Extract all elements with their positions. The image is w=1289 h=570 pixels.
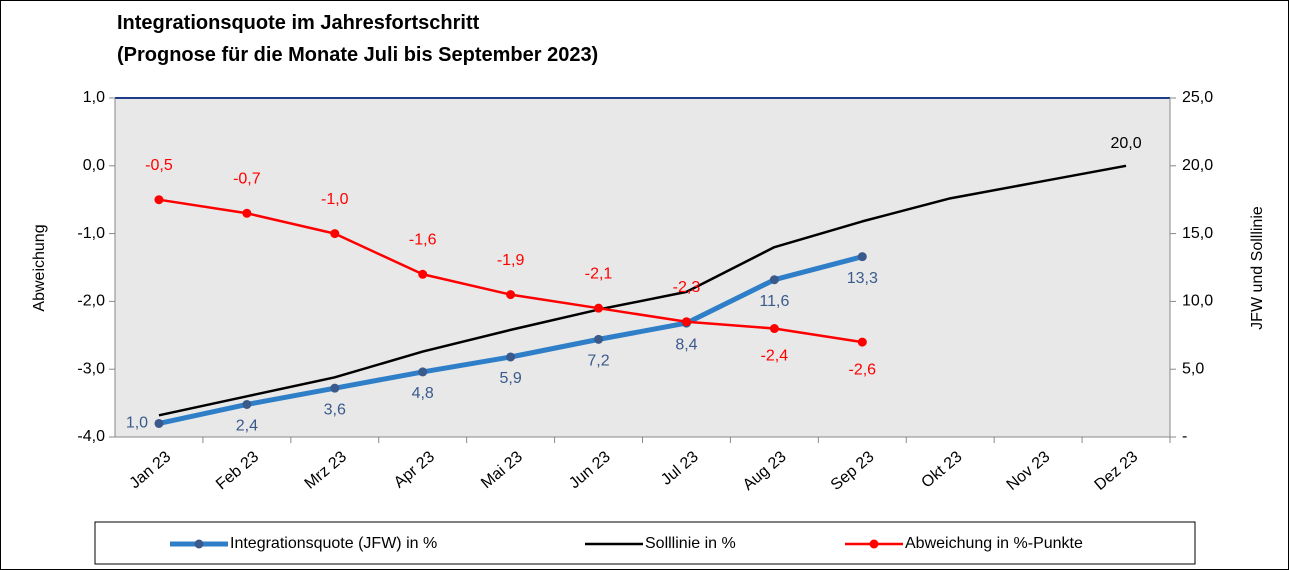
data-label: 2,4 [236,418,258,435]
legend-marker [194,539,204,549]
y2-tick-label: 5,0 [1182,360,1204,377]
data-label: 3,6 [324,401,346,418]
series-line [158,164,1127,417]
series-marker [506,352,516,362]
series-marker [242,399,252,409]
y-tick-label: 0,0 [83,157,105,174]
series-marker [769,275,779,285]
chart-title: Integrationsquote im Jahresfortschritt [117,12,480,34]
data-label: 11,6 [759,293,789,310]
data-label: 13,3 [847,270,878,287]
y-tick-label: -2,0 [77,293,105,310]
series-marker [506,290,516,300]
legend-marker [869,539,879,549]
data-label: -1,0 [321,191,349,208]
series-marker [242,208,252,218]
series-marker [857,252,867,262]
y2-tick-label: 25,0 [1182,89,1213,106]
data-label: -0,5 [145,157,173,174]
y2-tick-label: 15,0 [1182,225,1213,242]
data-label: 7,2 [587,353,609,370]
y2-tick-label: 10,0 [1182,293,1213,310]
legend-label: Integrationsquote (JFW) in % [230,535,437,552]
series-marker [594,334,604,344]
y-tick-label: -1,0 [77,225,105,242]
series-marker [330,229,340,239]
data-label: -1,6 [409,231,437,248]
data-label: -2,4 [761,348,789,365]
data-label: -2,1 [585,265,613,282]
data-label: 20,0 [1110,135,1141,152]
y2-tick-label: - [1182,428,1187,445]
data-label: -2,3 [673,279,701,296]
legend-label: Solllinie in % [645,535,736,552]
data-label: -0,7 [233,170,261,187]
y-tick-label: -4,0 [77,428,105,445]
data-label: 8,4 [675,336,697,353]
series-marker [681,317,691,327]
data-label: 1,0 [126,415,148,432]
series-marker [154,418,164,428]
series-marker [330,383,340,393]
series-marker [594,303,604,313]
chart-subtitle: (Prognose für die Monate Juli bis Septem… [117,44,598,66]
data-label: 4,8 [412,385,434,402]
series-marker [418,269,428,279]
y-tick-label: -3,0 [77,360,105,377]
y-tick-label: 1,0 [83,89,105,106]
series-marker [857,337,867,347]
plot-area [114,97,1171,438]
legend-box [94,521,1196,565]
y2-axis-label: JFW und Solllinie [1249,206,1266,330]
series-marker [769,324,779,334]
data-label: -2,6 [849,361,877,378]
legend-label: Abweichung in %-Punkte [905,535,1083,552]
series-marker [418,367,428,377]
series-marker [154,195,164,205]
y2-tick-label: 20,0 [1182,157,1213,174]
data-label: -1,9 [497,252,525,269]
y-axis-label: Abweichung [31,224,48,311]
data-label: 5,9 [500,370,522,387]
